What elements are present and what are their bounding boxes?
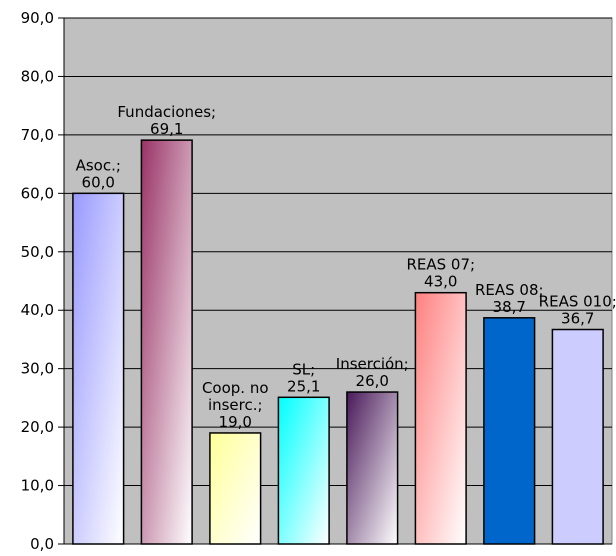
bar-6 xyxy=(483,317,536,545)
data-label-3: SL; 25,1 xyxy=(287,360,320,395)
y-tick-label: 60,0 xyxy=(21,184,54,202)
bar-7 xyxy=(551,328,604,545)
y-tick-label: 80,0 xyxy=(21,67,54,85)
data-labels: Asoc.; 60,0 Fundaciones; 69,1 Coop. no inserc… xyxy=(76,103,616,431)
bar-5 xyxy=(414,291,467,545)
y-tick-label: 90,0 xyxy=(21,9,54,27)
bar-1 xyxy=(140,139,193,545)
bars xyxy=(72,139,604,545)
y-tick-label: 30,0 xyxy=(21,360,54,378)
data-label-5: REAS 07; 43,0 xyxy=(406,256,475,291)
bar-4 xyxy=(346,391,399,545)
y-tick-label: 50,0 xyxy=(21,243,54,261)
bar-3 xyxy=(277,396,330,545)
data-label-7: REAS 010; 36,7 xyxy=(539,293,616,328)
y-tick-label: 20,0 xyxy=(21,418,54,436)
data-label-6: REAS 08; 38,7 xyxy=(475,281,544,316)
data-label-4: Inserción; 26,0 xyxy=(336,355,409,390)
y-tick-label: 10,0 xyxy=(21,477,54,495)
bar-0 xyxy=(72,192,125,545)
data-label-1: Fundaciones; 69,1 xyxy=(117,103,216,138)
y-tick-label: 0,0 xyxy=(30,535,54,551)
bar-2 xyxy=(209,432,262,545)
data-label-2: Coop. no inserc.; 19,0 xyxy=(202,379,269,431)
y-tick-label: 40,0 xyxy=(21,301,54,319)
data-label-0: Asoc.; 60,0 xyxy=(76,156,121,191)
y-tick-label: 70,0 xyxy=(21,126,54,144)
